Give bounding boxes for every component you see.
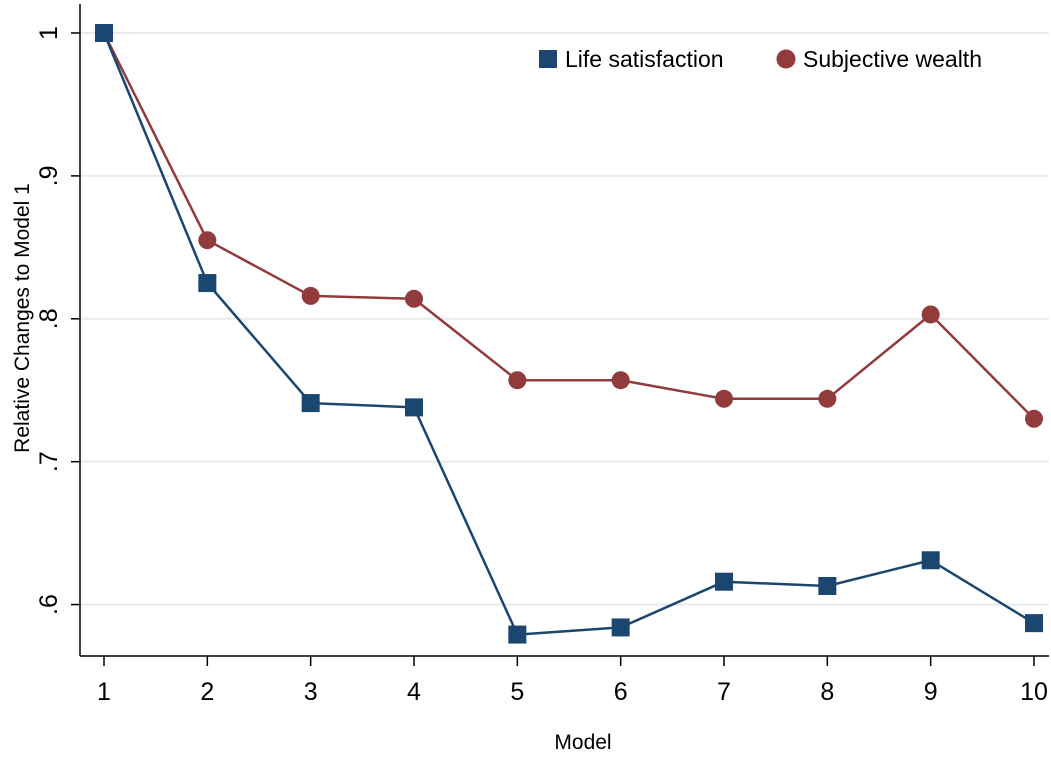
data-point-life-satisfaction (1025, 614, 1043, 633)
series-line-life-satisfaction (102, 32, 1035, 636)
data-point-life-satisfaction (508, 625, 527, 644)
y-tick-label: .9 (35, 165, 63, 186)
x-tick-label: 4 (407, 678, 421, 706)
data-point-subjective-wealth (921, 305, 940, 324)
data-point-subjective-wealth (301, 286, 320, 305)
series-subjective-wealth (95, 24, 1043, 428)
data-point-subjective-wealth (198, 231, 217, 250)
x-tick-label: 3 (304, 678, 318, 706)
data-point-subjective-wealth (405, 289, 423, 308)
data-point-life-satisfaction (921, 551, 940, 570)
legend-label-life-satisfaction: Life satisfaction (565, 46, 724, 72)
data-point-life-satisfaction (611, 618, 630, 637)
series-line-subjective-wealth (102, 32, 1035, 420)
x-tick-label: 1 (97, 678, 111, 706)
y-tick-label: 1 (35, 26, 63, 40)
x-tick-label: 8 (820, 678, 834, 706)
data-point-subjective-wealth (508, 371, 527, 390)
legend-marker-life-satisfaction (539, 50, 557, 68)
x-axis-title: Model (554, 731, 611, 754)
legend: Life satisfaction Subjective wealth (539, 46, 982, 72)
y-tick-label: .8 (35, 308, 63, 329)
data-point-subjective-wealth (611, 371, 630, 390)
axes (79, 4, 1049, 657)
data-point-life-satisfaction (818, 576, 837, 595)
legend-marker-subjective-wealth (776, 49, 796, 69)
y-axis-title: Relative Changes to Model 1 (11, 183, 34, 453)
data-point-life-satisfaction (715, 572, 733, 591)
y-tick-label: .7 (35, 451, 63, 472)
data-point-subjective-wealth (818, 389, 837, 408)
x-tick-label: 6 (614, 678, 628, 706)
data-point-life-satisfaction (301, 394, 320, 413)
x-tick-label: 5 (510, 678, 524, 706)
legend-label-subjective-wealth: Subjective wealth (803, 46, 982, 72)
x-tick-label: 7 (717, 678, 731, 706)
x-tick-label: 2 (200, 678, 214, 706)
data-point-subjective-wealth (1025, 409, 1043, 428)
data-series (95, 24, 1043, 644)
x-tick-label: 10 (1020, 678, 1048, 706)
tick-marks: .6 .7 .8 .9 1 1 2 3 4 5 6 7 8 9 10 (35, 26, 1048, 706)
series-life-satisfaction (95, 24, 1043, 644)
gridlines (81, 32, 1049, 606)
data-point-life-satisfaction (95, 24, 113, 42)
data-point-life-satisfaction (198, 274, 217, 293)
x-tick-label: 9 (924, 678, 938, 706)
data-point-subjective-wealth (715, 389, 733, 408)
data-point-life-satisfaction (405, 398, 423, 417)
y-tick-label: .6 (35, 594, 63, 615)
